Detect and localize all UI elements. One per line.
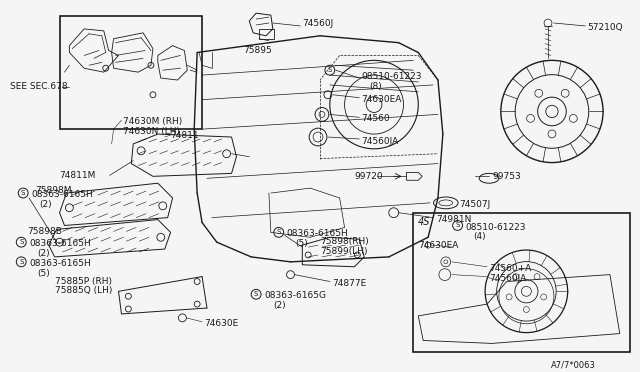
Text: A7/7*0063: A7/7*0063 bbox=[551, 360, 596, 369]
Text: 08363-6165H: 08363-6165H bbox=[287, 230, 348, 238]
Text: 08363-6165G: 08363-6165G bbox=[264, 291, 326, 300]
Text: S: S bbox=[254, 291, 259, 297]
Text: 74560JA: 74560JA bbox=[361, 137, 399, 146]
Text: S: S bbox=[21, 190, 26, 196]
Text: 74630E: 74630E bbox=[204, 319, 238, 328]
Text: 74877E: 74877E bbox=[332, 279, 366, 288]
Text: 74507J: 74507J bbox=[460, 200, 491, 209]
Text: 74630EA: 74630EA bbox=[361, 95, 402, 104]
Text: 08363-6165H: 08363-6165H bbox=[29, 239, 91, 248]
Text: (8): (8) bbox=[369, 82, 382, 91]
Text: 74630N (LH): 74630N (LH) bbox=[124, 127, 180, 136]
Text: 08510-61223: 08510-61223 bbox=[465, 222, 526, 231]
Text: S: S bbox=[19, 259, 24, 265]
Text: 74560+A: 74560+A bbox=[489, 264, 531, 273]
Text: 75885P (RH): 75885P (RH) bbox=[54, 276, 111, 286]
Text: S: S bbox=[456, 222, 460, 228]
Text: 74560J: 74560J bbox=[302, 19, 333, 28]
Bar bbox=[259, 29, 274, 39]
Text: 74811: 74811 bbox=[171, 131, 199, 140]
Text: 75885Q (LH): 75885Q (LH) bbox=[54, 286, 112, 295]
Text: 4S: 4S bbox=[419, 217, 431, 227]
Text: 08363-6165H: 08363-6165H bbox=[31, 190, 93, 199]
Text: 74560: 74560 bbox=[361, 115, 390, 124]
Bar bbox=[60, 16, 202, 129]
Text: 74811M: 74811M bbox=[60, 171, 96, 180]
Text: S: S bbox=[328, 67, 332, 73]
Text: (2): (2) bbox=[39, 200, 52, 209]
Text: 99753: 99753 bbox=[492, 172, 521, 182]
Text: (2): (2) bbox=[37, 249, 49, 258]
Text: 74560JA: 74560JA bbox=[489, 274, 526, 283]
Text: 75898M: 75898M bbox=[35, 186, 72, 195]
Text: (5): (5) bbox=[37, 269, 50, 278]
Text: 75895: 75895 bbox=[243, 46, 272, 55]
Text: S: S bbox=[19, 239, 24, 245]
Text: 75898(RH): 75898(RH) bbox=[320, 237, 369, 246]
Text: 08510-61223: 08510-61223 bbox=[361, 72, 422, 81]
Text: (4): (4) bbox=[474, 232, 486, 241]
Text: S: S bbox=[276, 230, 281, 235]
Text: 74981N: 74981N bbox=[436, 215, 471, 224]
Text: 75899(LH): 75899(LH) bbox=[320, 247, 367, 256]
Text: 99720: 99720 bbox=[355, 172, 383, 182]
Text: 75898B: 75898B bbox=[27, 227, 62, 237]
Text: (5): (5) bbox=[296, 239, 308, 248]
Text: 74630EA: 74630EA bbox=[419, 241, 459, 250]
Text: 57210Q: 57210Q bbox=[588, 23, 623, 32]
Bar bbox=[413, 213, 630, 352]
Text: SEE SEC.678: SEE SEC.678 bbox=[10, 82, 68, 91]
Text: (2): (2) bbox=[273, 301, 285, 310]
Text: 08363-6165H: 08363-6165H bbox=[29, 259, 91, 268]
Text: 74630M (RH): 74630M (RH) bbox=[124, 117, 182, 126]
